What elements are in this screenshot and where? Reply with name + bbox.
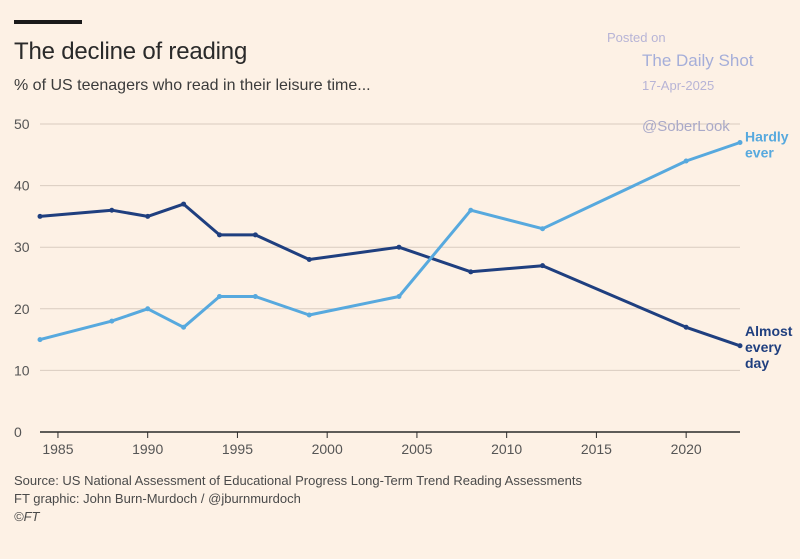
series-label: Almost (745, 323, 793, 339)
y-tick-label: 50 (14, 116, 30, 132)
data-point (109, 318, 115, 324)
data-point (216, 232, 222, 238)
watermark-date: 17-Apr-2025 (642, 78, 715, 93)
x-tick-label: 1990 (132, 441, 163, 457)
series-label: ever (745, 144, 774, 160)
data-point (540, 226, 546, 232)
x-tick-label: 2000 (312, 441, 343, 457)
data-point (396, 293, 402, 299)
chart-subtitle: % of US teenagers who read in their leis… (14, 77, 371, 94)
data-point (683, 324, 689, 330)
series-label: Hardly (745, 128, 789, 144)
series-line (38, 141, 742, 342)
y-tick-label: 0 (14, 424, 22, 440)
data-point (737, 343, 743, 349)
data-point (252, 232, 258, 238)
data-point (181, 324, 187, 330)
data-point (216, 293, 222, 299)
x-tick-label: 1985 (42, 441, 73, 457)
data-point (145, 213, 151, 219)
watermark-name: The Daily Shot (642, 51, 754, 70)
data-point (181, 201, 187, 207)
data-point (540, 263, 546, 269)
series-label: every (745, 339, 782, 355)
series-line (38, 202, 742, 348)
ft-top-bar (14, 20, 82, 24)
data-point (109, 207, 115, 213)
watermark-posted: Posted on (607, 30, 666, 45)
x-tick-label: 2015 (581, 441, 612, 457)
data-point (306, 257, 312, 263)
x-tick-label: 2020 (671, 441, 702, 457)
data-point (737, 139, 743, 145)
x-tick-label: 2005 (401, 441, 432, 457)
y-tick-label: 10 (14, 362, 30, 378)
data-point (306, 312, 312, 318)
chart-title: The decline of reading (14, 38, 248, 65)
y-tick-label: 30 (14, 239, 30, 255)
series-label: day (745, 355, 769, 371)
y-tick-label: 40 (14, 178, 30, 194)
x-tick-label: 1995 (222, 441, 253, 457)
data-point (37, 337, 43, 343)
watermark-handle: @SoberLook (642, 118, 730, 135)
y-tick-label: 20 (14, 301, 30, 317)
data-point (37, 213, 43, 219)
x-tick-label: 2010 (491, 441, 522, 457)
data-point (468, 207, 474, 213)
footer-credit: FT graphic: John Burn-Murdoch / @jburnmu… (14, 491, 301, 506)
data-point (396, 244, 402, 250)
data-point (468, 269, 474, 275)
data-point (683, 158, 689, 164)
data-point (145, 306, 151, 312)
footer-copyright: ©FT (14, 509, 40, 524)
footer-source: Source: US National Assessment of Educat… (14, 473, 582, 488)
data-point (252, 293, 258, 299)
